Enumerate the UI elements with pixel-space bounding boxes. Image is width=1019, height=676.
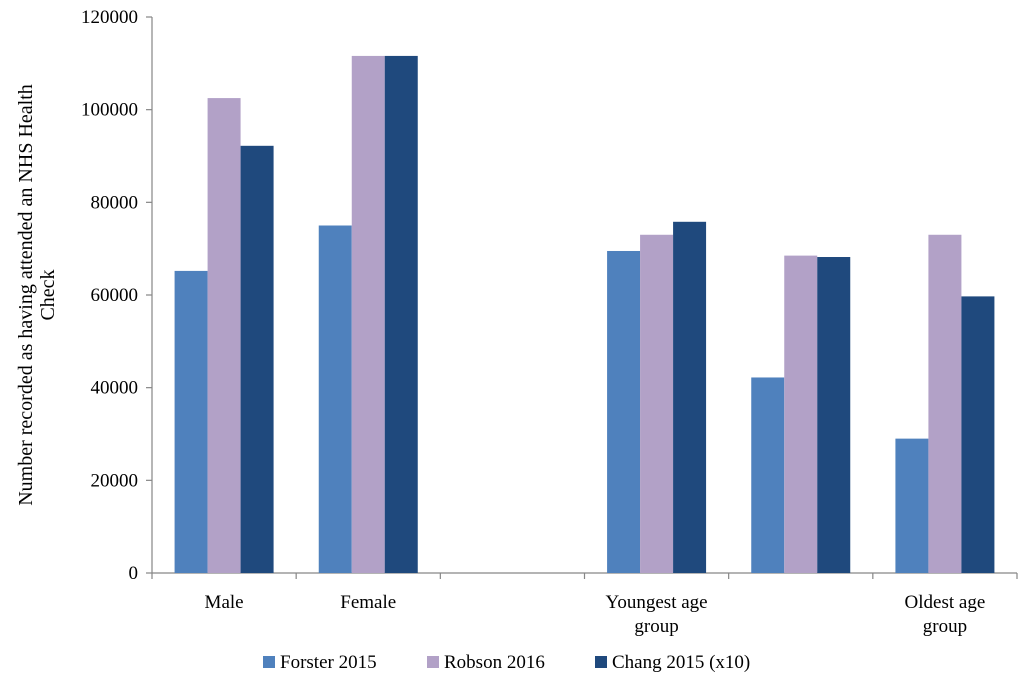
bar-series-3-cat-2 [384, 55, 418, 574]
bar-series-1-cat-6 [895, 438, 929, 573]
y-axis-title-text: Number recorded as having attended an NH… [15, 84, 59, 506]
bar-series-3-cat-1 [240, 145, 274, 573]
x-tick-label-5-line-1: Oldest age [905, 592, 986, 613]
x-tick-label-0-line-1: Male [205, 592, 244, 613]
y-axis: 0 20000 40000 60000 80000 100000 120000 [81, 7, 153, 584]
legend-swatch-2 [427, 656, 439, 668]
bar-series-2-cat-4 [640, 234, 674, 573]
x-tick-label-3: Youngest age group [606, 592, 708, 637]
x-tick-label-5: Oldest age group [905, 592, 986, 637]
y-tick-label-3: 60000 [91, 285, 139, 306]
y-axis-title-line-1: Number recorded as having attended an NH… [15, 84, 37, 506]
bar-series-2-cat-5 [784, 255, 818, 573]
y-tick-label-5: 100000 [81, 100, 138, 121]
bar-series-1-cat-4 [607, 250, 641, 573]
legend-label-3: Chang 2015 (x10) [612, 652, 750, 673]
bar-series-2-cat-6 [928, 234, 962, 573]
y-tick-label-1: 20000 [91, 470, 139, 491]
legend-swatch-1 [263, 656, 275, 668]
bar-series-1-cat-1 [174, 270, 208, 573]
bar-series-1-cat-5 [751, 377, 785, 573]
legend: Forster 2015 Robson 2016 Chang 2015 (x10) [263, 652, 750, 673]
x-axis: Male Female Youngest age group Oldest age gro… [151, 572, 1018, 637]
x-tick-label-3-line-2: group [634, 616, 678, 637]
x-tick-label-1: Female [340, 592, 396, 613]
y-tick-label-6: 120000 [81, 7, 138, 28]
y-tick-label-0: 0 [129, 563, 139, 584]
bar-series-3-cat-6 [961, 296, 995, 573]
legend-label-2: Robson 2016 [444, 652, 545, 673]
x-tick-label-5-line-2: group [923, 616, 967, 637]
x-tick-label-3-line-1: Youngest age [606, 592, 708, 613]
bar-series-3-cat-4 [673, 221, 707, 573]
y-tick-label-4: 80000 [91, 192, 139, 213]
bars [174, 55, 995, 574]
y-axis-title: Number recorded as having attended an NH… [15, 84, 59, 506]
y-axis-title-line-2: Check [37, 269, 59, 320]
bar-series-3-cat-5 [817, 257, 851, 573]
x-tick-label-1-line-1: Female [340, 592, 396, 613]
bar-series-2-cat-1 [207, 98, 241, 573]
y-tick-label-2: 40000 [91, 378, 139, 399]
bar-series-2-cat-2 [351, 55, 385, 574]
bar-series-1-cat-2 [318, 225, 352, 573]
x-tick-label-0: Male [205, 592, 244, 613]
legend-label-1: Forster 2015 [280, 652, 377, 673]
legend-swatch-3 [595, 656, 607, 668]
